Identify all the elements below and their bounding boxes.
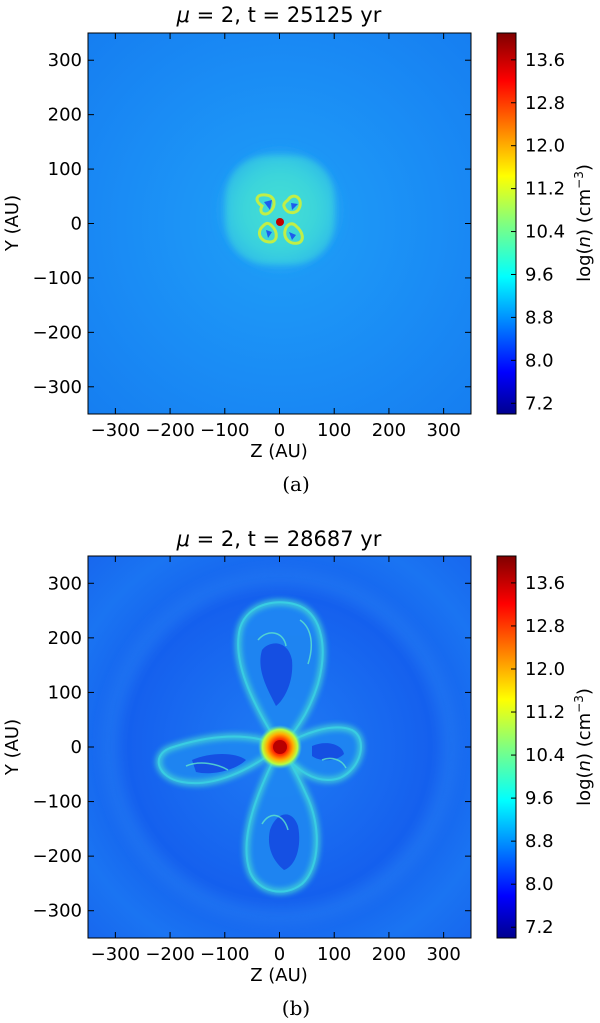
panel-b-ylabel: Y (AU) [2,719,23,776]
x-tick-label: −100 [200,420,249,441]
panel-a-xlabel: Z (AU) [250,441,308,462]
colorbar-tick-label: 8.0 [525,350,554,371]
x-tick-label: −300 [91,420,140,441]
colorbar-tick-label: 8.0 [525,874,554,895]
colorbar-tick-label: 13.6 [525,573,565,594]
y-tick-label: −200 [33,846,82,867]
colorbar-tick-label: 10.4 [525,222,565,243]
y-tick-label: 200 [48,628,82,649]
colorbar-tick-label: 12.0 [525,659,565,680]
y-tick-label: 100 [48,682,82,703]
panel-a-inner-structure [255,193,304,245]
panel-b-title: μ = 2, t = 28687 yr [176,527,382,551]
colorbar-tick-label: 10.4 [525,745,565,766]
colorbar-tick-label: 11.2 [525,179,565,200]
y-tick-label: −300 [33,377,82,398]
x-tick-label: 200 [372,420,406,441]
y-tick-label: −100 [33,268,82,289]
y-tick-label: 300 [48,50,82,71]
x-tick-label: 200 [372,944,406,965]
y-tick-label: 100 [48,159,82,180]
y-tick-label: 0 [71,737,82,758]
y-tick-label: 300 [48,573,82,594]
panel-a-colorbar-ticks: 13.6 12.8 12.0 11.2 10.4 9.6 8.8 8.0 7.2 [511,50,565,414]
panel-b-axes: −300 −200 −100 0 100 200 3003002001000−100−200… [33,556,471,965]
y-tick-label: −200 [33,322,82,343]
panel-a-axes: −300 −200 −100 0 100 200 3003002001000−100−200… [33,33,471,441]
x-tick-label: 300 [426,944,460,965]
panel-a-title: μ = 2, t = 25125 yr [176,3,382,27]
panel-a: μ = 2, t = 25125 yr [2,3,595,496]
panel-a-ylabel: Y (AU) [2,195,23,252]
y-tick-label: 200 [48,105,82,126]
panel-b-lobes [156,599,364,895]
x-tick-label: 300 [426,420,460,441]
x-tick-label: −200 [145,944,194,965]
colorbar-tick-label: 9.6 [525,788,554,809]
colorbar-tick-label: 13.6 [525,50,565,71]
panel-a-density-map [88,33,471,414]
x-tick-label: 100 [317,420,351,441]
panel-b-colorbar-label: log(n) (cm−3) [572,688,595,806]
panel-b-caption: (b) [282,996,310,1020]
colorbar-tick-label: 8.8 [525,831,554,852]
panel-b-colorbar-ticks: 13.6 12.8 12.0 11.2 10.4 9.6 8.8 8.0 7.2 [511,573,565,938]
colorbar-tick-label: 9.6 [525,264,554,285]
panel-a-colorbar-label: log(n) (cm−3) [572,164,595,282]
x-tick-label: 0 [274,420,285,441]
x-tick-label: 100 [317,944,351,965]
panel-b: μ = 2, t = 28687 yr [2,527,595,1020]
colorbar-tick-label: 12.0 [525,136,565,157]
colorbar-tick-label: 7.2 [525,917,554,938]
panel-a-colorbar [496,32,517,415]
x-tick-label: 0 [274,944,285,965]
panel-b-xlabel: Z (AU) [250,965,308,986]
colorbar-tick-label: 11.2 [525,702,565,723]
y-tick-label: 0 [71,214,82,235]
colorbar-tick-label: 7.2 [525,393,554,414]
panel-b-density-map [88,556,471,938]
colorbar-tick-label: 8.8 [525,307,554,328]
x-tick-label: −300 [91,944,140,965]
x-tick-label: −200 [145,420,194,441]
y-tick-label: −100 [33,792,82,813]
y-tick-label: −300 [33,901,82,922]
x-tick-label: −100 [200,944,249,965]
panel-b-colorbar [496,555,517,939]
colorbar-tick-label: 12.8 [525,93,565,114]
panel-a-caption: (a) [282,472,310,496]
colorbar-tick-label: 12.8 [525,616,565,637]
